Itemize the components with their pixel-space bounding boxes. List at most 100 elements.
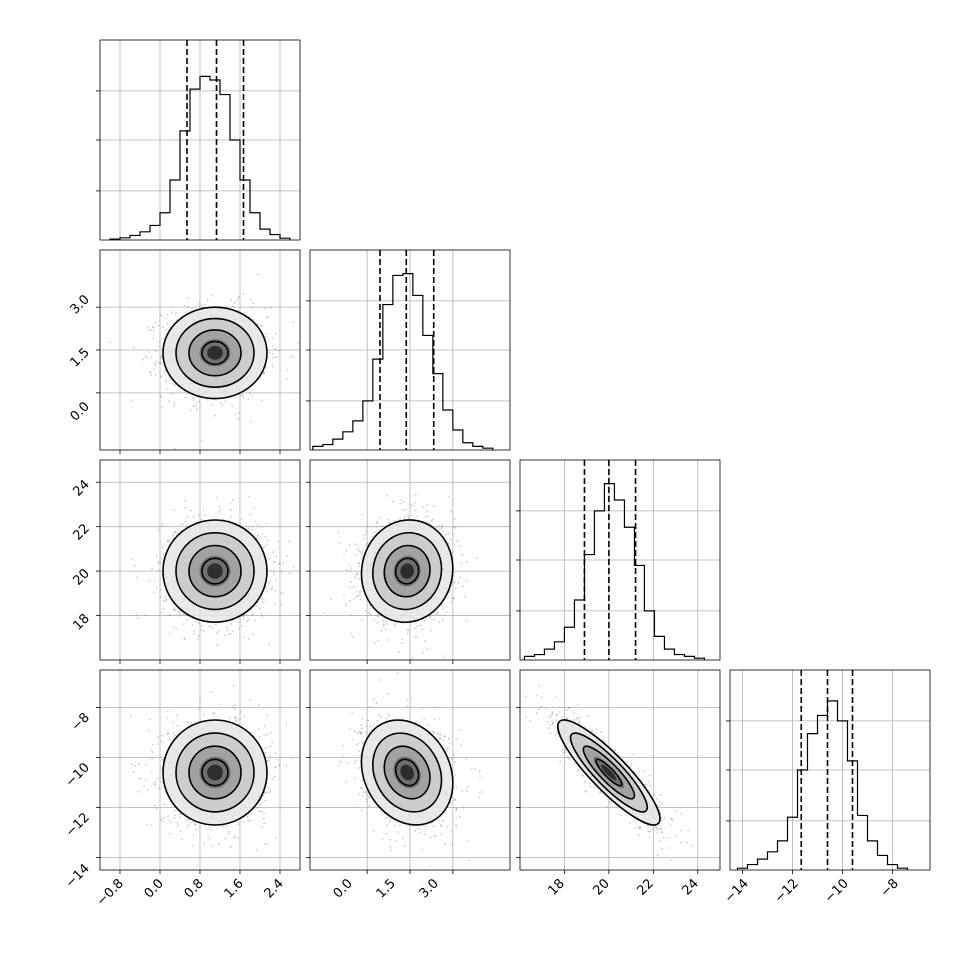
scatter-point xyxy=(208,625,211,628)
scatter-point xyxy=(198,400,201,403)
scatter-point xyxy=(263,599,265,601)
scatter-point xyxy=(220,508,222,511)
scatter-point xyxy=(261,400,263,402)
scatter-point xyxy=(226,626,228,628)
scatter-point xyxy=(454,526,457,529)
scatter-point xyxy=(365,530,368,532)
scatter-point xyxy=(200,624,203,627)
scatter-point xyxy=(137,762,140,765)
scatter-point xyxy=(263,724,266,727)
scatter-point xyxy=(361,553,364,556)
scatter-point xyxy=(151,567,153,570)
scatter-point xyxy=(229,502,232,505)
scatter-point xyxy=(173,509,176,511)
scatter-point xyxy=(187,306,190,308)
scatter-point xyxy=(433,618,435,621)
scatter-point xyxy=(132,771,135,774)
scatter-point xyxy=(155,361,158,363)
scatter-point xyxy=(159,589,162,591)
scatter-point xyxy=(173,447,176,450)
scatter-point xyxy=(251,528,254,531)
scatter-point xyxy=(272,366,275,369)
scatter-point xyxy=(349,570,351,572)
scatter-point xyxy=(173,405,176,407)
scatter-point xyxy=(247,637,250,640)
scatter-point xyxy=(426,504,429,506)
scatter-point xyxy=(150,356,153,358)
scatter-point xyxy=(254,520,257,523)
scatter-point xyxy=(218,630,220,632)
scatter-point xyxy=(350,567,353,569)
scatter-point xyxy=(151,326,154,328)
scatter-point xyxy=(218,511,221,513)
histogram-bar-outline xyxy=(523,483,706,660)
scatter-point xyxy=(169,614,172,616)
scatter-point xyxy=(156,554,159,557)
scatter-point xyxy=(175,714,178,717)
scatter-point xyxy=(410,657,413,660)
scatter-point xyxy=(249,513,252,516)
scatter-point xyxy=(209,829,212,831)
scatter-point xyxy=(292,565,295,568)
scatter-point xyxy=(267,315,269,318)
scatter-point xyxy=(449,601,452,604)
scatter-point xyxy=(358,550,361,552)
scatter-point xyxy=(286,377,289,380)
histogram-bar-outline xyxy=(109,75,291,240)
scatter-point xyxy=(148,351,151,353)
scatter-point xyxy=(178,615,181,617)
scatter-point xyxy=(166,717,169,720)
scatter-point xyxy=(179,613,182,616)
scatter-point xyxy=(153,368,156,370)
scatter-point xyxy=(175,319,178,321)
scatter-point xyxy=(399,502,402,505)
scatter-point xyxy=(157,569,160,572)
scatter-point xyxy=(150,824,153,826)
scatter-point xyxy=(276,758,279,761)
scatter-point xyxy=(166,540,169,543)
scatter-point xyxy=(261,601,264,604)
scatter-point xyxy=(277,540,280,543)
scatter-point xyxy=(260,613,263,615)
scatter-point xyxy=(155,807,158,810)
scatter-point xyxy=(271,357,274,359)
scatter-point xyxy=(439,527,442,530)
scatter-point xyxy=(262,817,265,820)
scatter-point xyxy=(160,596,162,598)
scatter-point xyxy=(251,613,253,616)
scatter-point xyxy=(260,325,263,327)
scatter-point xyxy=(454,587,457,589)
scatter-point xyxy=(356,547,359,550)
scatter-point xyxy=(195,828,197,831)
scatter-point xyxy=(162,326,165,328)
scatter-point xyxy=(348,586,351,589)
scatter-point xyxy=(401,642,403,644)
scatter-point xyxy=(230,515,232,518)
scatter-point xyxy=(249,315,251,318)
scatter-point xyxy=(173,402,175,404)
scatter-point xyxy=(345,549,348,552)
scatter-point xyxy=(280,592,282,595)
scatter-point xyxy=(401,638,404,641)
scatter-point xyxy=(200,440,203,442)
scatter-point xyxy=(414,493,417,496)
density-fill xyxy=(207,563,223,579)
scatter-point xyxy=(173,809,176,812)
density-fill xyxy=(207,345,223,360)
scatter-point xyxy=(255,849,258,852)
scatter-point xyxy=(271,337,274,340)
scatter-point xyxy=(144,355,147,357)
scatter-point xyxy=(264,751,267,754)
scatter-point xyxy=(173,817,176,819)
scatter-point xyxy=(282,561,284,564)
scatter-point xyxy=(344,602,347,605)
scatter-point xyxy=(160,781,163,784)
scatter-point xyxy=(264,336,267,338)
scatter-point xyxy=(426,510,429,513)
scatter-point xyxy=(182,623,185,625)
scatter-point xyxy=(465,620,468,622)
scatter-point xyxy=(239,394,242,396)
scatter-point xyxy=(158,361,161,364)
scatter-point xyxy=(393,623,396,626)
scatter-point xyxy=(191,623,194,626)
